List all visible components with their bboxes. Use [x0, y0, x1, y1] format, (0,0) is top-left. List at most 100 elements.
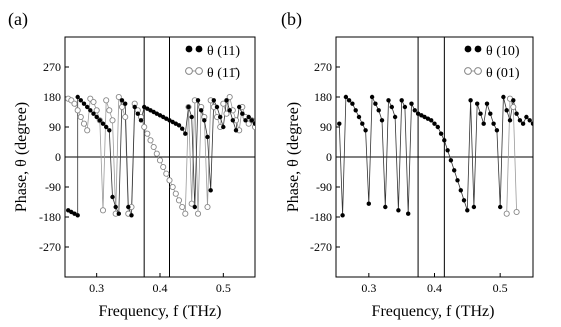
x-tick-label: 0.5	[216, 281, 231, 295]
data-point-open	[194, 210, 202, 217]
y-tick-label: 0	[55, 150, 61, 164]
data-point-filled	[438, 131, 444, 136]
data-point-open	[80, 120, 88, 127]
data-point-open	[106, 107, 113, 114]
y-tick-label: -180	[39, 210, 61, 224]
data-point-filled	[221, 124, 226, 130]
data-point-filled	[180, 126, 185, 131]
data-point-filled	[91, 111, 96, 116]
data-point-open	[163, 170, 170, 177]
y-tick-label: 180	[43, 90, 61, 104]
legend-marker-filled	[474, 45, 482, 53]
data-point-open	[188, 200, 195, 207]
data-point-open	[93, 107, 100, 114]
series-points-a	[65, 93, 255, 218]
data-point-filled	[435, 124, 440, 130]
series-line	[506, 98, 517, 214]
data-point-filled	[202, 118, 207, 123]
y-ticks-a: 270 180 90 0 -90 -180 -270	[39, 60, 69, 254]
legend-marker-open	[474, 67, 482, 75]
data-point-filled	[85, 104, 90, 110]
data-point-filled	[343, 94, 349, 100]
data-point-filled	[442, 138, 447, 143]
data-point-filled	[360, 121, 365, 126]
data-point-filled	[392, 114, 398, 120]
y-tick-label: -180	[310, 210, 332, 224]
data-point-filled	[402, 104, 408, 110]
y-tick-label: -270	[39, 240, 61, 254]
data-point-filled	[520, 121, 526, 126]
data-point-open	[204, 203, 211, 211]
data-point-filled	[211, 98, 216, 103]
data-point-filled	[429, 118, 434, 123]
data-point-filled	[524, 114, 529, 120]
data-point-open	[71, 100, 78, 107]
data-point-open	[147, 137, 154, 144]
y-tick-label: -90	[316, 180, 332, 194]
vlines-a	[143, 37, 170, 277]
data-point-open	[103, 97, 110, 104]
legend-label: θ (10)	[486, 44, 520, 59]
data-point-filled	[138, 118, 144, 123]
data-point-filled	[389, 104, 394, 110]
data-point-filled	[208, 188, 213, 193]
y-axis-label-a: Phase, θ (degree)	[13, 102, 30, 212]
data-point-filled	[126, 204, 131, 210]
data-point-open	[513, 208, 520, 216]
x-tick-label: 0.4	[427, 281, 442, 295]
data-point-filled	[350, 101, 355, 106]
data-point-filled	[379, 118, 385, 123]
x-axis-label-a: Frequency, f (THz)	[99, 303, 222, 320]
data-point-filled	[455, 178, 460, 183]
panel-label-a: (a)	[8, 9, 28, 30]
y-tick-label: 180	[314, 90, 332, 104]
data-point-open	[169, 183, 176, 191]
data-point-filled	[471, 204, 477, 210]
data-point-open	[156, 157, 164, 164]
legend-marker-filled	[464, 45, 472, 53]
data-point-filled	[243, 118, 248, 123]
data-point-open	[150, 143, 157, 151]
data-point-filled	[445, 148, 450, 153]
data-point-filled	[214, 104, 220, 110]
data-point-filled	[511, 98, 516, 103]
data-point-filled	[478, 111, 483, 116]
data-point-filled	[176, 123, 182, 128]
series-points-b	[337, 94, 533, 218]
data-point-filled	[488, 111, 493, 116]
data-point-filled	[432, 121, 437, 126]
data-point-open	[179, 203, 186, 211]
data-point-filled	[465, 208, 470, 213]
data-point-filled	[205, 134, 210, 140]
data-point-open	[99, 207, 107, 214]
x-ticks-a: 0.3 0.4 0.5	[89, 273, 231, 295]
data-point-filled	[252, 121, 255, 126]
y-tick-label: -90	[45, 180, 61, 194]
legend-a: θ (11) θ (11̄)	[185, 44, 240, 81]
data-point-open	[503, 210, 510, 217]
data-point-filled	[227, 108, 232, 113]
data-point-filled	[94, 114, 99, 120]
data-point-filled	[461, 198, 467, 203]
data-point-open	[172, 190, 179, 197]
data-point-filled	[97, 118, 103, 123]
data-point-filled	[340, 213, 345, 218]
data-point-filled	[396, 208, 401, 213]
data-point-filled	[494, 128, 500, 133]
data-point-open	[90, 98, 97, 106]
x-ticks-b: 0.3 0.4 0.5	[361, 273, 508, 295]
legend-label: θ (01)	[486, 66, 520, 81]
data-point-open	[220, 100, 227, 107]
data-point-filled	[100, 121, 106, 126]
data-point-open	[144, 130, 151, 137]
data-point-filled	[527, 118, 532, 123]
data-point-filled	[199, 108, 204, 113]
legend-label: θ (11̄)	[207, 66, 240, 81]
data-point-filled	[192, 204, 197, 210]
vlines-b	[417, 37, 445, 277]
data-point-filled	[104, 124, 109, 130]
legend-marker-open	[185, 67, 193, 75]
data-point-filled	[415, 111, 421, 116]
data-point-filled	[116, 211, 122, 216]
data-point-filled	[412, 108, 417, 113]
